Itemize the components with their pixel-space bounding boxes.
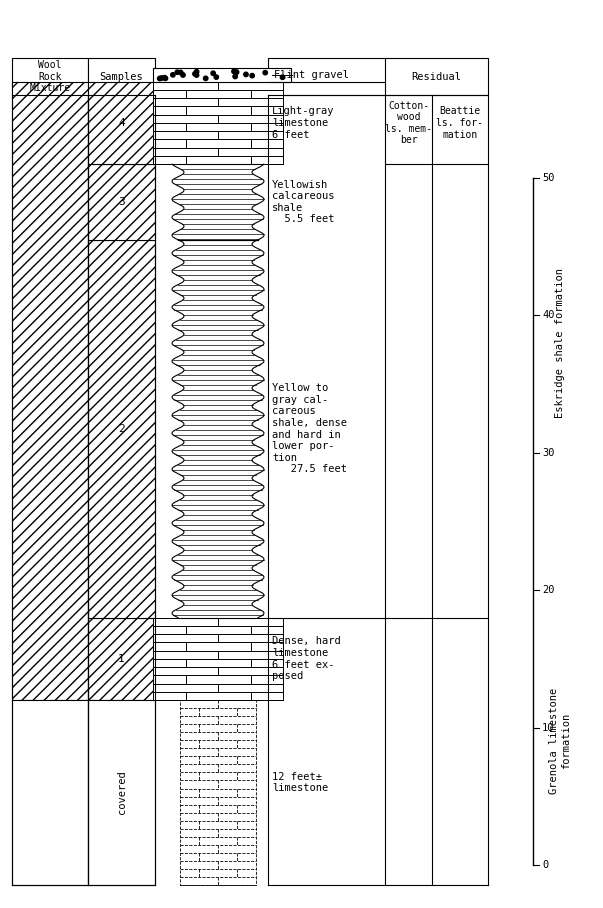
Text: 1: 1 bbox=[118, 654, 125, 664]
Polygon shape bbox=[12, 82, 88, 700]
Circle shape bbox=[159, 76, 163, 80]
Circle shape bbox=[250, 74, 254, 78]
Circle shape bbox=[162, 75, 167, 80]
Circle shape bbox=[203, 76, 208, 81]
Polygon shape bbox=[88, 164, 155, 240]
Text: Cotton-
wood
ls. mem-
ber: Cotton- wood ls. mem- ber bbox=[385, 101, 432, 145]
Circle shape bbox=[178, 70, 183, 74]
Text: 3: 3 bbox=[118, 197, 125, 207]
Circle shape bbox=[244, 73, 248, 76]
Text: 2: 2 bbox=[118, 424, 125, 434]
Circle shape bbox=[211, 71, 215, 75]
Polygon shape bbox=[88, 240, 155, 617]
Circle shape bbox=[214, 74, 218, 79]
Circle shape bbox=[232, 69, 236, 74]
Text: 10: 10 bbox=[542, 723, 555, 733]
Polygon shape bbox=[153, 68, 291, 82]
Circle shape bbox=[235, 70, 239, 74]
Polygon shape bbox=[153, 617, 283, 700]
Text: Eskridge shale formation: Eskridge shale formation bbox=[555, 268, 565, 418]
Circle shape bbox=[280, 75, 285, 80]
Polygon shape bbox=[88, 617, 155, 700]
Polygon shape bbox=[180, 700, 256, 885]
Text: 50: 50 bbox=[542, 173, 555, 183]
Polygon shape bbox=[170, 240, 266, 617]
Polygon shape bbox=[268, 58, 488, 95]
Text: 20: 20 bbox=[542, 585, 555, 595]
Circle shape bbox=[181, 73, 185, 77]
Text: Dense, hard
limestone
6 feet ex-
posed: Dense, hard limestone 6 feet ex- posed bbox=[272, 637, 341, 681]
Circle shape bbox=[233, 74, 238, 79]
Polygon shape bbox=[88, 82, 155, 164]
Polygon shape bbox=[153, 82, 283, 164]
Circle shape bbox=[194, 73, 199, 77]
Polygon shape bbox=[12, 58, 88, 95]
Text: Light-gray
limestone
6 feet: Light-gray limestone 6 feet bbox=[272, 106, 335, 140]
Polygon shape bbox=[12, 700, 88, 885]
Circle shape bbox=[193, 72, 197, 76]
Text: Residual: Residual bbox=[411, 72, 461, 82]
Text: covered: covered bbox=[116, 771, 127, 814]
Polygon shape bbox=[88, 700, 155, 885]
Text: 0: 0 bbox=[542, 860, 548, 870]
Text: 30: 30 bbox=[542, 448, 555, 458]
Text: Beattie
ls. for-
mation: Beattie ls. for- mation bbox=[437, 106, 484, 140]
Text: Wool
Rock
Mixture: Wool Rock Mixture bbox=[30, 60, 71, 94]
Text: Samples: Samples bbox=[99, 72, 144, 82]
Circle shape bbox=[263, 71, 267, 74]
Text: Grenola limestone
formation: Grenola limestone formation bbox=[549, 688, 571, 794]
Text: 12 feet±
limestone: 12 feet± limestone bbox=[272, 772, 328, 794]
Circle shape bbox=[171, 73, 175, 77]
Polygon shape bbox=[170, 164, 266, 240]
Circle shape bbox=[194, 70, 199, 74]
Text: Yellow to
gray cal-
careous
shale, dense
and hard in
lower por-
tion
   27.5 fee: Yellow to gray cal- careous shale, dense… bbox=[272, 383, 347, 474]
Text: Yellowish
calcareous
shale
  5.5 feet: Yellowish calcareous shale 5.5 feet bbox=[272, 180, 335, 224]
Text: 4: 4 bbox=[118, 118, 125, 128]
Polygon shape bbox=[88, 58, 155, 95]
Text: 40: 40 bbox=[542, 311, 555, 321]
Circle shape bbox=[234, 70, 238, 74]
Circle shape bbox=[175, 70, 180, 74]
Circle shape bbox=[163, 76, 168, 81]
Text: Flint gravel: Flint gravel bbox=[274, 70, 349, 80]
Circle shape bbox=[157, 76, 162, 81]
